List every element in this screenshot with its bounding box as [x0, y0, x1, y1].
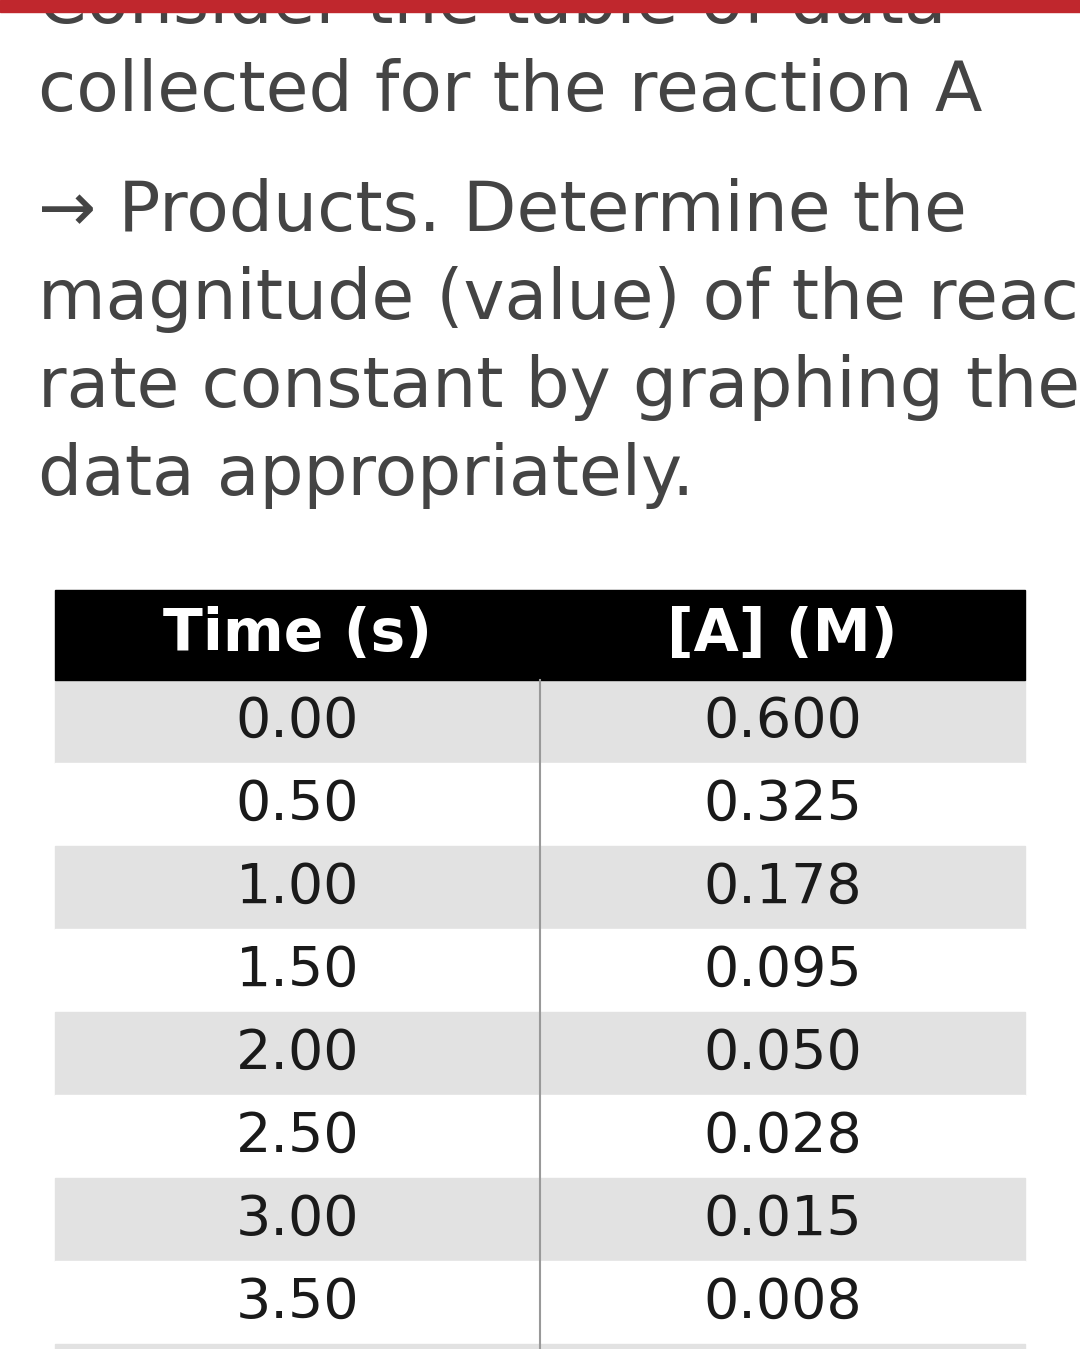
Text: 0.50: 0.50: [235, 777, 360, 831]
Text: Time (s): Time (s): [163, 607, 432, 664]
Bar: [55, 590, 1025, 680]
Text: 2.50: 2.50: [235, 1109, 360, 1163]
Text: 0.600: 0.600: [703, 695, 862, 749]
Bar: [55, 1012, 1025, 1095]
Text: rate constant by graphing the: rate constant by graphing the: [38, 353, 1080, 421]
Bar: [55, 846, 1025, 929]
Text: 0.00: 0.00: [235, 695, 360, 749]
Text: 3.50: 3.50: [235, 1276, 360, 1330]
Text: 1.00: 1.00: [235, 861, 360, 915]
Bar: [55, 1261, 1025, 1344]
Text: [A] (M): [A] (M): [667, 607, 897, 664]
Bar: [55, 1344, 1025, 1349]
Text: 0.015: 0.015: [703, 1193, 862, 1246]
Bar: [55, 1095, 1025, 1178]
Text: 0.050: 0.050: [703, 1027, 862, 1081]
Text: collected for the reaction A: collected for the reaction A: [38, 58, 983, 125]
Text: 2.00: 2.00: [235, 1027, 360, 1081]
Text: → Products. Determine the: → Products. Determine the: [38, 178, 967, 246]
Text: 0.325: 0.325: [703, 777, 862, 831]
Text: 0.008: 0.008: [703, 1276, 862, 1330]
Text: 1.50: 1.50: [235, 943, 360, 997]
Text: 0.028: 0.028: [703, 1109, 862, 1163]
Text: 0.178: 0.178: [703, 861, 862, 915]
Bar: [55, 929, 1025, 1012]
Bar: [55, 1178, 1025, 1261]
Text: magnitude (value) of the reaction: magnitude (value) of the reaction: [38, 266, 1080, 333]
Text: 0.095: 0.095: [703, 943, 862, 997]
Text: Consider the table of data: Consider the table of data: [38, 0, 946, 36]
Bar: [55, 764, 1025, 846]
Bar: [55, 680, 1025, 764]
Text: 3.00: 3.00: [235, 1193, 360, 1246]
Bar: [0, 0, 1080, 12]
Text: data appropriately.: data appropriately.: [38, 442, 694, 509]
